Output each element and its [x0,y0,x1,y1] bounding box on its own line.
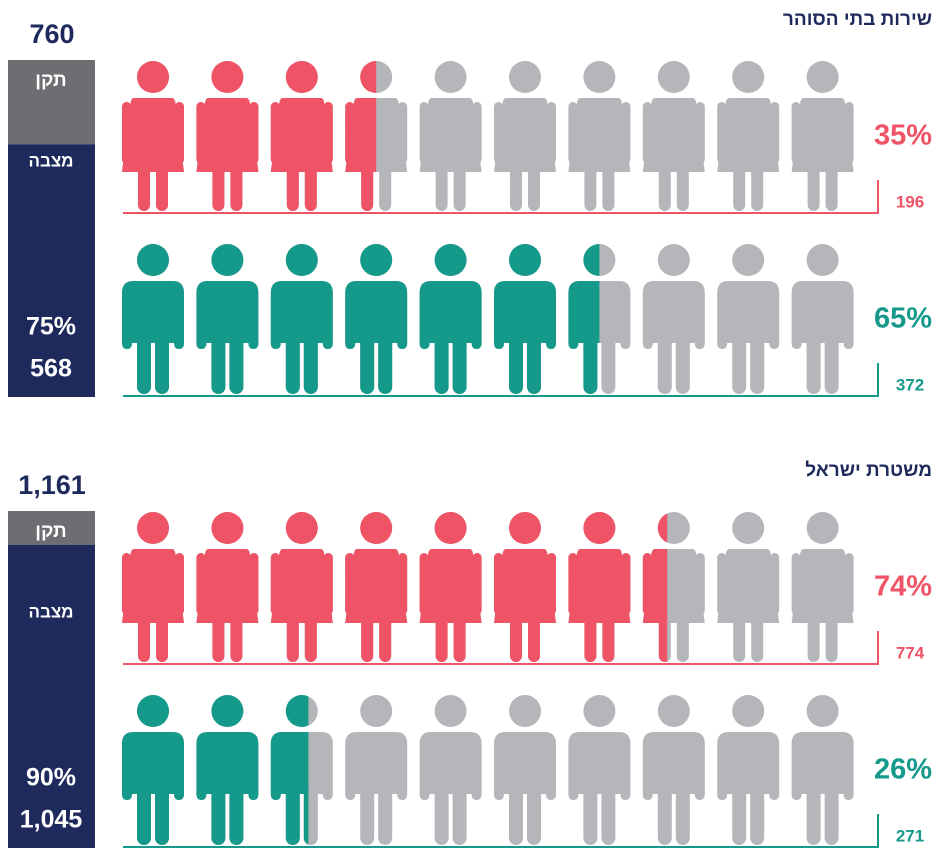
woman-icon [791,512,854,662]
woman-icon-fill [642,513,668,662]
man-icon [419,695,482,845]
man-icon [196,244,259,394]
woman-icon-fill [270,512,333,662]
man-icon-fill [196,244,259,394]
group-count: 271 [896,826,924,845]
woman-icon [642,512,705,662]
man-icon-fill [270,244,333,394]
man-icon [791,695,854,845]
total-value: 760 [29,19,74,49]
woman-row [122,61,854,211]
woman-icon-fill [270,61,333,211]
man-icon [791,244,854,394]
group-percent: 65% [874,303,932,335]
woman-icon [122,61,184,211]
man-icon [494,244,556,394]
man-icon [419,244,482,394]
panel-title: שירות בתי הסוהר [783,9,932,30]
man-icon-fill [494,244,556,394]
man-icon-fill [419,244,482,394]
woman-icon-fill [196,512,259,662]
woman-icon [345,61,408,211]
woman-icon [642,61,705,211]
man-icon [345,244,408,394]
man-icon-fill [568,244,600,394]
woman-icon-fill [122,61,184,211]
quota-bar [8,511,95,545]
group-count: 196 [896,192,924,211]
woman-icon-fill [122,512,184,662]
woman-icon [568,61,631,211]
man-row [122,695,854,845]
group-percent: 74% [874,571,932,603]
man-icon [345,695,408,845]
woman-icon-fill [568,512,631,662]
woman-icon [494,512,556,662]
woman-row [122,512,854,662]
quota-label: תקן [35,70,66,91]
man-icon-fill [196,695,259,845]
staff-bar [8,544,95,848]
staff-count: 568 [30,355,72,383]
man-icon [568,695,631,845]
woman-icon [717,512,780,662]
man-icon [196,695,259,845]
woman-icon [791,61,854,211]
staff-percent: 90% [26,764,76,792]
group-count: 774 [896,643,925,662]
woman-icon [345,512,408,662]
man-icon-fill [122,695,184,845]
panel: שירות בתי הסוהר 760 תקן מצבה 75% 568 35% 196 65%… [8,9,932,397]
woman-icon-fill [419,512,482,662]
man-icon [717,695,780,845]
man-icon [122,695,184,845]
woman-icon [419,61,482,211]
man-icon [717,244,780,394]
panel-title: משטרת ישראל [805,460,932,481]
man-row [122,244,854,394]
woman-icon [270,61,333,211]
man-icon [568,244,631,394]
staff-label: מצבה [28,602,73,621]
woman-icon-fill [345,512,408,662]
man-icon [494,695,556,845]
panel: משטרת ישראל 1,161 תקן מצבה 90% 1,045 74% 774 26%… [8,460,932,848]
woman-icon-fill [494,512,556,662]
staff-percent: 75% [26,313,76,341]
total-value: 1,161 [18,470,86,500]
group-percent: 35% [874,120,932,152]
woman-icon [122,512,184,662]
man-icon-fill [345,244,408,394]
man-icon [270,695,333,845]
woman-icon [196,61,259,211]
man-icon [642,695,705,845]
woman-icon [419,512,482,662]
staff-bar [8,144,95,397]
woman-icon [270,512,333,662]
staff-label: מצבה [28,151,73,170]
woman-icon [568,512,631,662]
group-count: 372 [896,375,924,394]
man-icon-fill [122,244,184,394]
man-icon-fill [270,695,309,845]
group-percent: 26% [874,754,932,786]
staff-count: 1,045 [20,806,83,834]
woman-icon-fill [196,61,259,211]
man-icon [122,244,184,394]
quota-label: תקן [35,521,66,542]
woman-icon [717,61,780,211]
woman-icon [196,512,259,662]
man-icon [642,244,705,394]
woman-icon-fill [345,61,377,211]
man-icon [270,244,333,394]
woman-icon [494,61,556,211]
quota-bar [8,60,95,145]
